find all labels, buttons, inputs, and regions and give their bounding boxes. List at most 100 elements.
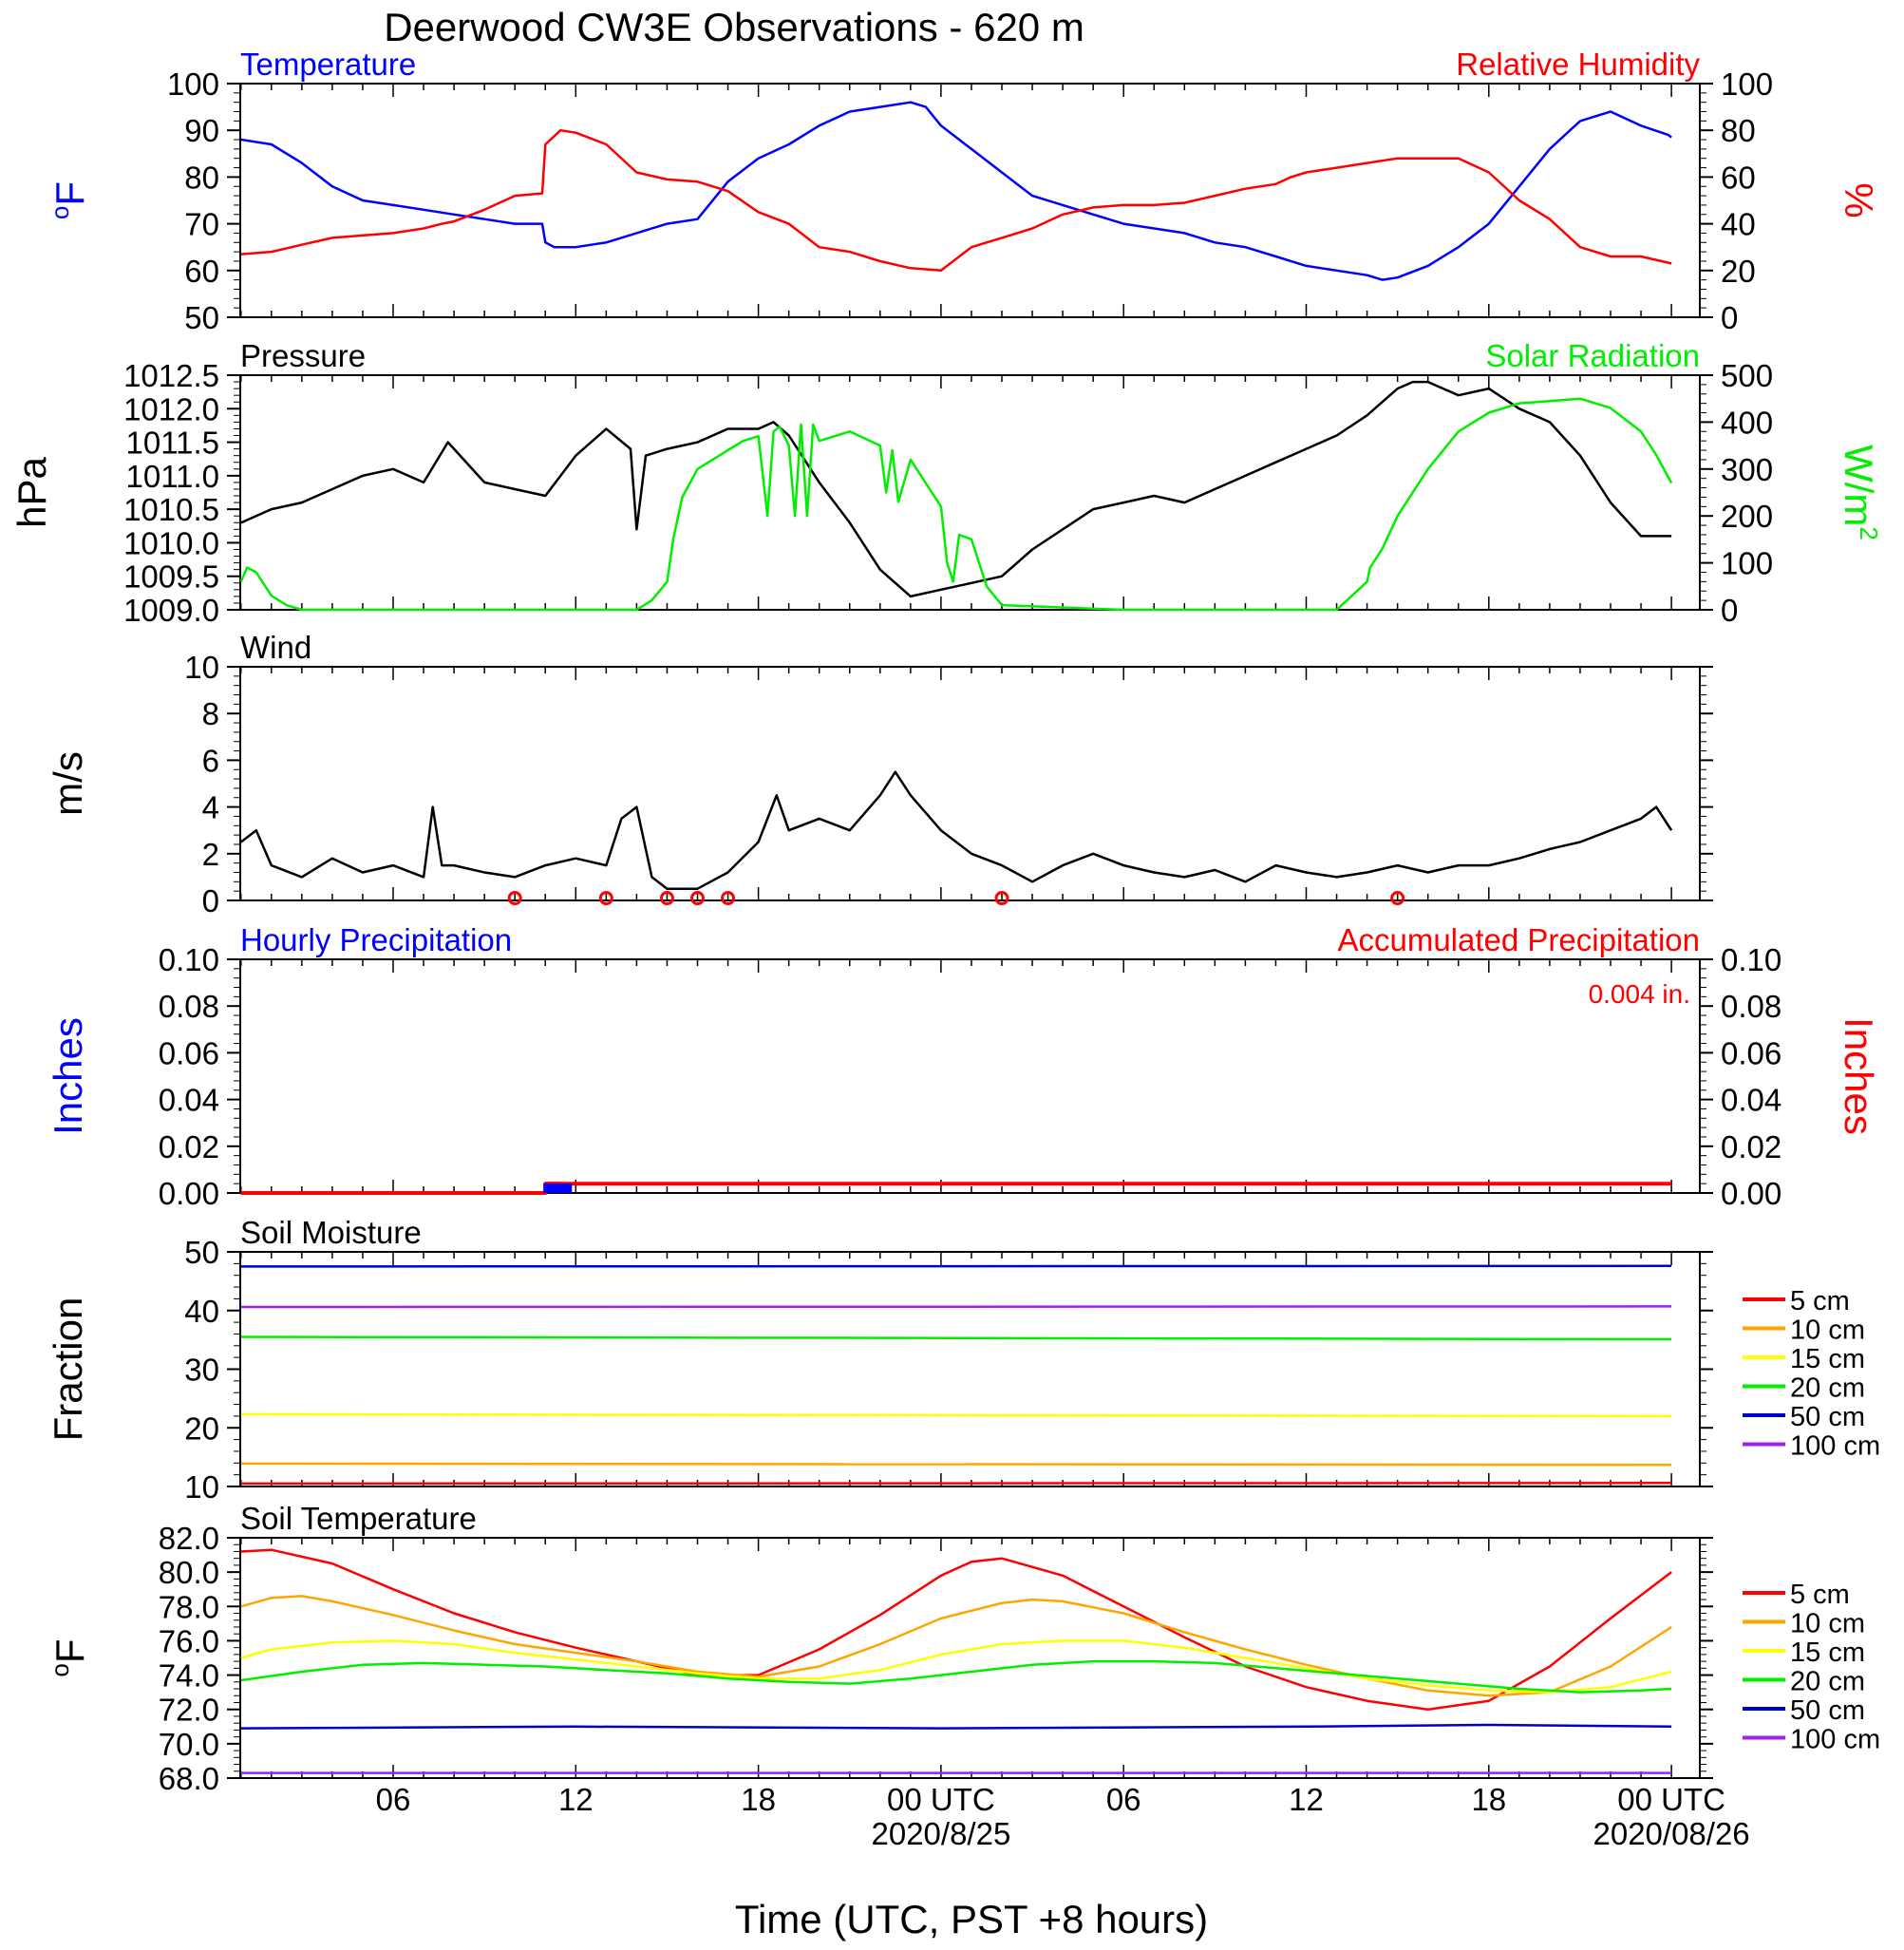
x-tick-label: 12 [558, 1782, 594, 1817]
y-tick-label: 1009.0 [123, 593, 219, 628]
y-tick-label: 0 [1721, 593, 1738, 628]
calm-wind-marker [994, 891, 1009, 906]
y-tick-label: 0.04 [1721, 1083, 1781, 1118]
panel-frame [239, 958, 1701, 1194]
y-tick-label: 82.0 [159, 1521, 219, 1556]
y-tick-label: 10 [184, 650, 219, 685]
y-tick-label: 80 [184, 160, 219, 195]
series-line-10-cm [240, 1595, 1672, 1697]
series-line-10-cm [240, 1462, 1672, 1467]
panel-right-title: Solar Radiation [1485, 338, 1700, 373]
panel-soil-temperature: 82.080.078.076.074.072.070.068.0 Soil Tem… [46, 1501, 1880, 1796]
series-line-15-cm [240, 1639, 1672, 1694]
series-line-accumulated-precipitation [240, 1182, 1672, 1195]
y-tick-label: 72.0 [159, 1693, 219, 1728]
x-axis-label: Time (UTC, PST +8 hours) [735, 1897, 1208, 1941]
x-tick-label: 18 [1471, 1782, 1506, 1817]
series-line-solar-radiation [239, 397, 1673, 612]
y-axis-label-right: W/m2 [1837, 445, 1883, 540]
y-tick-label: 0.02 [1721, 1129, 1781, 1164]
panel-right-title: Relative Humidity [1456, 47, 1700, 82]
y-axis-label: Fraction [46, 1297, 90, 1442]
panel-precipitation: 0.10 0.08 0.06 0.04 0.02 0.00 0.10 0.08 0.06 0.04… [46, 922, 1881, 1211]
legend-label: 15 cm [1790, 1344, 1865, 1374]
panel-left-title: Soil Temperature [240, 1501, 477, 1536]
y-tick-label: 0.06 [159, 1035, 219, 1070]
y-tick-label: 70 [184, 207, 219, 242]
y-tick-label: 1011.5 [126, 426, 219, 461]
legend-label: 10 cm [1790, 1609, 1865, 1639]
calm-wind-marker [507, 891, 522, 906]
y-tick-label: 0.00 [159, 1176, 219, 1211]
y-tick-label: 40 [184, 1294, 219, 1329]
y-axis-label: hPa [9, 456, 54, 527]
y-tick-label: 30 [184, 1353, 219, 1388]
series-line-pressure [240, 380, 1672, 598]
y-axis-label-right-exp: 2 [1855, 526, 1883, 540]
y-axis-label-unit: F [47, 1638, 92, 1663]
y-tick-label: 6 [202, 743, 219, 778]
y-tick-label: 100 [1721, 66, 1773, 102]
series-line-relative-humidity [240, 128, 1672, 273]
panel-pressure-solar: 1012.51012.01011.51011.01010.51010.01009… [9, 338, 1883, 628]
x-tick-label: 12 [1289, 1782, 1324, 1817]
y-tick-label: 80.0 [159, 1555, 219, 1590]
y-tick-label: 0.08 [1721, 989, 1781, 1024]
x-date-label: 2020/08/26 [1593, 1816, 1750, 1851]
y-tick-label: 100 [1721, 546, 1773, 581]
series-line-50-cm [240, 1723, 1672, 1730]
panel-left-title: Pressure [240, 338, 366, 373]
y-tick-label: 76.0 [159, 1623, 219, 1658]
x-tick-label: 00 UTC [887, 1782, 995, 1817]
series-line-5-cm [240, 1482, 1672, 1486]
series-line-20-cm [240, 1659, 1672, 1694]
y-axis-label-unit: F [47, 181, 92, 206]
legend-label: 100 cm [1790, 1725, 1880, 1755]
series-line-wind [240, 770, 1673, 890]
x-tick-label: 00 UTC [1617, 1782, 1725, 1817]
y-tick-label: 60 [184, 254, 219, 289]
panel-wind: 10 8 6 4 2 0 Wind m/s [46, 630, 1713, 918]
panel-frame [239, 83, 1701, 318]
y-axis-label: Inches [46, 1017, 90, 1135]
legend-label: 50 cm [1790, 1695, 1865, 1726]
y-axis-label-right-unit: W/m [1837, 445, 1881, 526]
y-tick-label: 1011.0 [126, 459, 219, 494]
panel-frame [239, 666, 1701, 901]
y-tick-label: 1010.5 [123, 492, 219, 527]
y-tick-label: 20 [1721, 254, 1756, 289]
y-tick-label: 0.06 [1721, 1035, 1781, 1070]
y-tick-label: 0.10 [159, 942, 219, 977]
y-tick-label: 0.10 [1721, 942, 1781, 977]
panel-right-title: Accumulated Precipitation [1337, 922, 1700, 957]
y-tick-label: 90 [184, 113, 219, 148]
legend-label: 50 cm [1790, 1402, 1865, 1432]
panel-temperature-humidity: 100 90 80 70 60 50 100 80 60 40 20 0 Temperature Rela… [46, 47, 1881, 335]
y-tick-label: 1012.5 [123, 358, 219, 393]
y-tick-label: 0.02 [159, 1129, 219, 1164]
y-tick-label: 8 [202, 696, 219, 731]
y-axis-label-right: % [1837, 182, 1881, 218]
y-tick-label: 200 [1721, 499, 1773, 534]
panel-left-title: Soil Moisture [240, 1215, 422, 1250]
y-axis-label: oF [46, 181, 92, 219]
legend-label: 5 cm [1790, 1286, 1850, 1316]
panel-left-title: Temperature [240, 47, 416, 82]
y-tick-label: 20 [184, 1410, 219, 1446]
y-axis-label-degree: o [46, 206, 74, 219]
series-line-50-cm [240, 1264, 1672, 1268]
y-axis-label: oF [46, 1638, 92, 1676]
panel-frame [239, 374, 1701, 611]
calm-wind-marker [1390, 891, 1405, 906]
x-tick-label: 06 [376, 1782, 411, 1817]
y-tick-label: 80 [1721, 113, 1756, 148]
y-tick-label: 70.0 [159, 1727, 219, 1762]
y-tick-label: 60 [1721, 160, 1756, 195]
y-axis-label-right: Inches [1837, 1017, 1881, 1135]
accumulated-total: 0.004 in. [1589, 979, 1690, 1009]
legend-label: 100 cm [1790, 1431, 1880, 1462]
series-line-100-cm [240, 1305, 1672, 1309]
